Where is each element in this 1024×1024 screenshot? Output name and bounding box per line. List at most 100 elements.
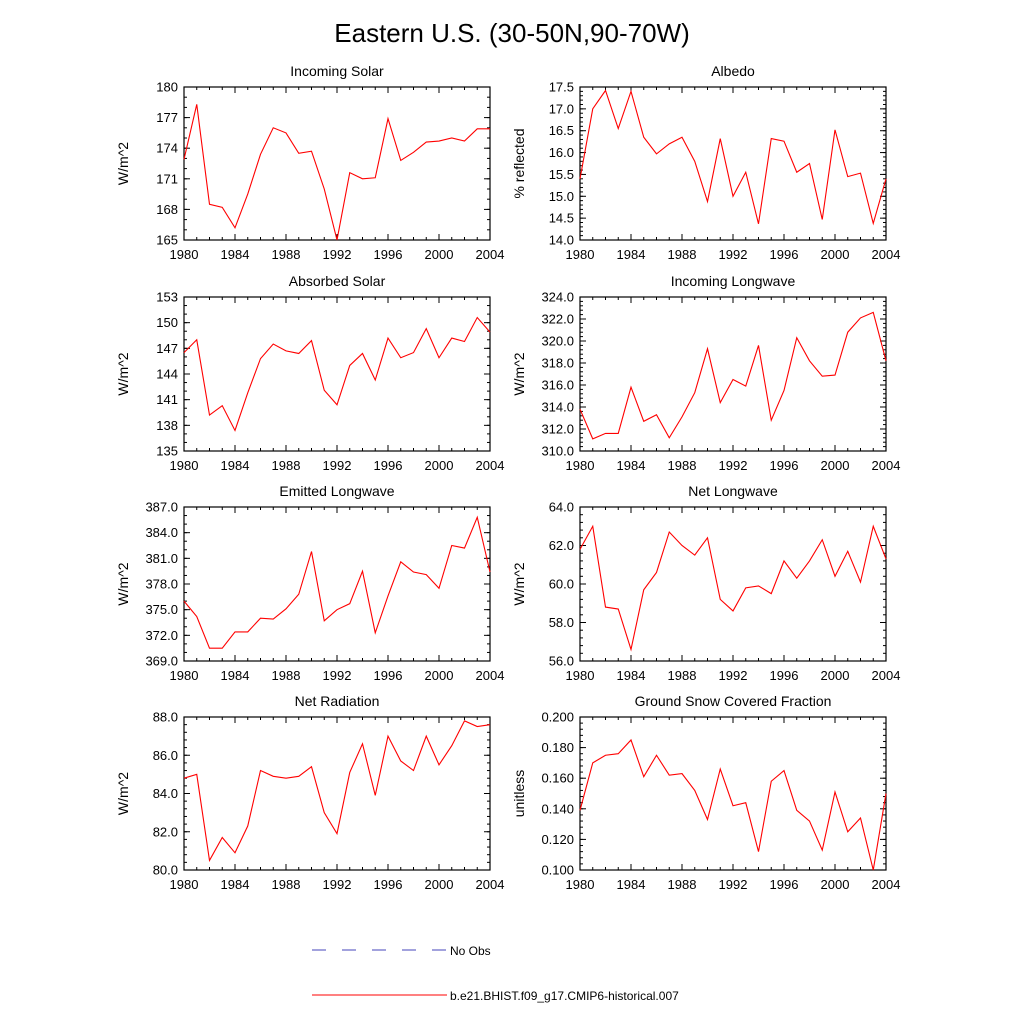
x-tick-label: 1980 <box>170 877 199 892</box>
y-tick-label: 375.0 <box>145 602 178 617</box>
y-tick-label: 0.200 <box>541 710 574 725</box>
y-tick-label: 312.0 <box>541 422 574 437</box>
y-axis-label: unitless <box>511 770 527 817</box>
x-tick-label: 1992 <box>323 247 352 262</box>
y-axis-label: W/m^2 <box>511 352 527 395</box>
x-tick-label: 1984 <box>221 458 250 473</box>
y-axis-label: % reflected <box>511 128 527 198</box>
x-tick-label: 2004 <box>476 877 505 892</box>
y-tick-label: 320.0 <box>541 334 574 349</box>
plot-frame <box>579 716 887 871</box>
y-tick-label: 14.5 <box>549 211 574 226</box>
x-tick-label: 2000 <box>821 247 850 262</box>
x-tick-label: 1992 <box>323 458 352 473</box>
y-tick-label: 15.0 <box>549 189 574 204</box>
y-tick-label: 310.0 <box>541 444 574 459</box>
x-tick-label: 1988 <box>668 247 697 262</box>
series-line <box>183 316 491 432</box>
legend: No Obs b.e21.BHIST.f09_g17.CMIP6-historic… <box>312 944 679 1003</box>
x-tick-label: 1980 <box>566 877 595 892</box>
x-tick-label: 2000 <box>425 668 454 683</box>
x-tick-label: 1992 <box>719 668 748 683</box>
x-tick-label: 1996 <box>374 668 403 683</box>
series-line <box>579 311 887 440</box>
y-tick-label: 372.0 <box>145 628 178 643</box>
plot-frame <box>579 296 887 452</box>
x-tick-label: 1992 <box>323 877 352 892</box>
series-line <box>183 104 490 241</box>
x-tick-label: 2004 <box>476 247 505 262</box>
y-tick-label: 80.0 <box>153 863 178 878</box>
y-tick-label: 56.0 <box>549 654 574 669</box>
x-tick-label: 1988 <box>272 668 301 683</box>
y-tick-label: 144 <box>156 367 178 382</box>
x-tick-label: 2004 <box>872 247 901 262</box>
plot-frame <box>183 296 491 452</box>
x-tick-label: 1988 <box>668 458 697 473</box>
y-axis-label: W/m^2 <box>115 562 131 605</box>
y-tick-label: 141 <box>156 392 178 407</box>
y-tick-label: 58.0 <box>549 615 574 630</box>
series-line <box>579 738 887 871</box>
y-axis-label: W/m^2 <box>115 352 131 395</box>
y-tick-label: 16.0 <box>549 145 574 160</box>
x-tick-label: 2000 <box>425 458 454 473</box>
x-tick-label: 1980 <box>566 668 595 683</box>
panel-incoming-solar: Incoming Solar W/m^2 1980 1984 1988 1992 1996 2… <box>115 63 504 262</box>
y-tick-label: 60.0 <box>549 577 574 592</box>
x-tick-label: 1980 <box>566 247 595 262</box>
y-tick-label: 14.0 <box>549 233 574 248</box>
x-tick-label: 1984 <box>617 247 646 262</box>
y-axis-label: W/m^2 <box>511 562 527 605</box>
x-tick-label: 2004 <box>872 458 901 473</box>
panel-albedo: Albedo % reflected 1980 1984 1988 1992 1996 200… <box>511 63 900 262</box>
y-tick-label: 168 <box>156 202 178 217</box>
series-line <box>579 89 887 226</box>
y-tick-label: 86.0 <box>153 748 178 763</box>
x-tick-label: 2000 <box>425 247 454 262</box>
y-tick-label: 318.0 <box>541 356 574 371</box>
panel-net-radiation: Net Radiation W/m^2 1980 1984 1988 1992 1996 20… <box>115 693 504 892</box>
x-tick-label: 1988 <box>272 247 301 262</box>
y-tick-label: 64.0 <box>549 500 574 515</box>
y-tick-label: 384.0 <box>145 525 178 540</box>
y-tick-label: 82.0 <box>153 824 178 839</box>
x-tick-label: 1996 <box>770 668 799 683</box>
y-tick-label: 177 <box>156 110 178 125</box>
panel-title: Absorbed Solar <box>289 273 386 289</box>
x-tick-label: 1988 <box>668 668 697 683</box>
x-tick-label: 1988 <box>272 458 301 473</box>
plot-frame <box>183 86 491 241</box>
y-tick-label: 378.0 <box>145 577 178 592</box>
panel-ground-snow-covered-fraction: Ground Snow Covered Fraction unitless 1980… <box>511 693 900 892</box>
panel-title: Albedo <box>711 63 755 79</box>
x-tick-label: 1984 <box>221 247 250 262</box>
panel-title: Incoming Solar <box>290 63 384 79</box>
panel-title: Incoming Longwave <box>671 273 796 289</box>
panel-title: Ground Snow Covered Fraction <box>635 693 832 709</box>
panel-absorbed-solar: Absorbed Solar W/m^2 1980 1984 1988 1992 1996 2… <box>115 273 504 473</box>
x-tick-label: 1992 <box>323 668 352 683</box>
y-tick-label: 174 <box>156 141 178 156</box>
y-tick-label: 88.0 <box>153 710 178 725</box>
y-tick-label: 314.0 <box>541 400 574 415</box>
y-tick-label: 62.0 <box>549 538 574 553</box>
x-tick-label: 1984 <box>221 877 250 892</box>
x-tick-label: 1996 <box>374 247 403 262</box>
panel-emitted-longwave: Emitted Longwave W/m^2 1980 1984 1988 1992 199… <box>115 483 504 683</box>
series-line <box>183 720 491 863</box>
x-tick-label: 1996 <box>770 877 799 892</box>
x-tick-label: 1980 <box>170 458 199 473</box>
x-tick-label: 2000 <box>821 877 850 892</box>
x-tick-label: 1980 <box>170 247 199 262</box>
plot-frame <box>579 86 887 241</box>
y-tick-label: 153 <box>156 290 178 305</box>
panel-title: Net Longwave <box>688 483 778 499</box>
series-line <box>579 524 887 652</box>
y-tick-label: 387.0 <box>145 500 178 515</box>
x-tick-label: 1992 <box>719 247 748 262</box>
y-tick-label: 316.0 <box>541 378 574 393</box>
panel-net-longwave: Net Longwave W/m^2 1980 1984 1988 1992 1996 200… <box>511 483 900 683</box>
panel-title: Emitted Longwave <box>279 483 394 499</box>
y-tick-label: 324.0 <box>541 290 574 305</box>
